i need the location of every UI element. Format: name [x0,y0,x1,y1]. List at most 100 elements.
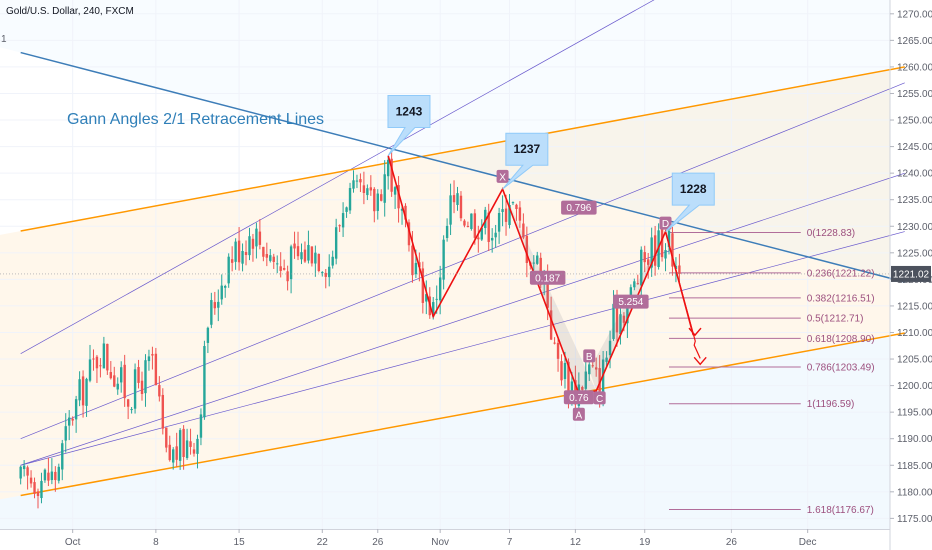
candle-body [81,376,85,406]
candle-body [248,236,251,256]
harmonic-point-label: X [499,172,506,183]
candle-body [359,179,362,183]
candle-body [237,240,241,263]
channel-upper-line[interactable] [20,66,905,232]
candle-body [442,239,445,280]
candle-body [362,185,366,194]
candle-body [508,204,511,226]
candle-body [203,346,206,418]
candle-body [244,252,248,256]
x-tick-label: Nov [431,537,449,548]
fib-level-label: 1(1196.59) [807,399,855,410]
candle-body [282,268,286,270]
y-tick-label: 1270.00 [897,9,932,20]
candle-body [99,365,102,367]
y-tick-label: 1205.00 [897,355,932,366]
fib-level-label: 0.786(1203.49) [807,363,875,374]
candle-body [619,314,622,335]
candle-body [549,310,553,340]
candle-body [594,367,598,370]
harmonic-point-marker[interactable] [496,169,509,183]
candle-body [664,250,667,259]
candle-body [397,185,400,209]
candle-body [501,209,504,213]
candle-body [646,259,650,265]
candle-body [47,472,50,481]
candle-body [120,367,123,383]
candle-body [640,249,643,286]
candle-body [393,187,397,195]
channel-lower-line[interactable] [20,332,905,497]
price-callout[interactable] [665,172,715,232]
y-tick-label: 1245.00 [897,142,932,153]
harmonic-point-marker[interactable] [593,391,606,405]
trend-line[interactable] [20,51,905,283]
candle-body [189,441,192,447]
candle-body [262,246,265,257]
harmonic-point-label: B [586,352,593,363]
candle-body [484,209,487,229]
y-tick-label: 1235.00 [897,195,932,206]
candle-body [338,225,341,227]
harmonic-point-marker[interactable] [572,407,585,421]
candle-body [26,467,29,476]
candle-body [376,193,379,211]
harmonic-point-marker[interactable] [583,349,596,363]
x-tick-label: 7 [507,537,513,548]
candle-body [199,414,203,438]
candle-body [168,444,171,461]
arrow-head [688,327,702,337]
candle-body [182,428,185,457]
harmonic-point-label: C [596,394,603,405]
candle-body [511,202,515,204]
gann-fan-line[interactable] [20,172,905,466]
candle-body [612,303,615,339]
candle-body [466,225,470,227]
symbol-label: Gold/U.S. Dollar, 240, FXCM [6,6,134,17]
candle-body [29,477,33,484]
candle-body [151,354,154,356]
candle-body [40,480,43,499]
projection-arrow[interactable] [664,231,701,359]
x-tick-label: 8 [153,537,159,548]
last-price-label: 1221.02 [893,269,930,280]
y-tick-label: 1250.00 [897,116,932,127]
candle-body [643,252,646,263]
candle-body [224,285,227,288]
candle-body [591,365,594,367]
candle-body [289,246,293,280]
x-tick-label: 19 [639,537,651,548]
candle-body [390,158,393,192]
harmonic-point-marker[interactable] [659,216,672,230]
price-callout[interactable] [387,95,431,156]
x-tick-label: 12 [570,537,582,548]
y-tick-label: 1200.00 [897,381,932,392]
x-tick-label: Oct [65,537,81,548]
gann-fan-line[interactable] [20,0,905,355]
candle-body [452,195,456,203]
candle-body [64,426,67,441]
candle-body [667,230,671,248]
candle-body [227,256,230,284]
candle-body [650,237,653,268]
price-callout[interactable] [502,132,549,190]
candle-body [286,271,289,282]
candle-body [532,262,535,264]
candle-body [303,249,307,262]
candle-body [234,241,237,262]
candle-body [279,266,282,271]
chart-title: Gann Angles 2/1 Retracement Lines [67,111,324,128]
candle-body [400,208,404,211]
harmonic-ratio-label: 5.254 [618,297,643,308]
gann-fan-line[interactable] [20,231,905,466]
candle-body [113,375,116,387]
candle-body [456,193,459,205]
candle-body [615,300,619,333]
candle-body [515,204,518,210]
y-tick-label: 1260.00 [897,62,932,73]
candle-body [137,367,140,383]
candle-body [414,262,418,275]
harmonic-point-label: A [576,410,583,421]
